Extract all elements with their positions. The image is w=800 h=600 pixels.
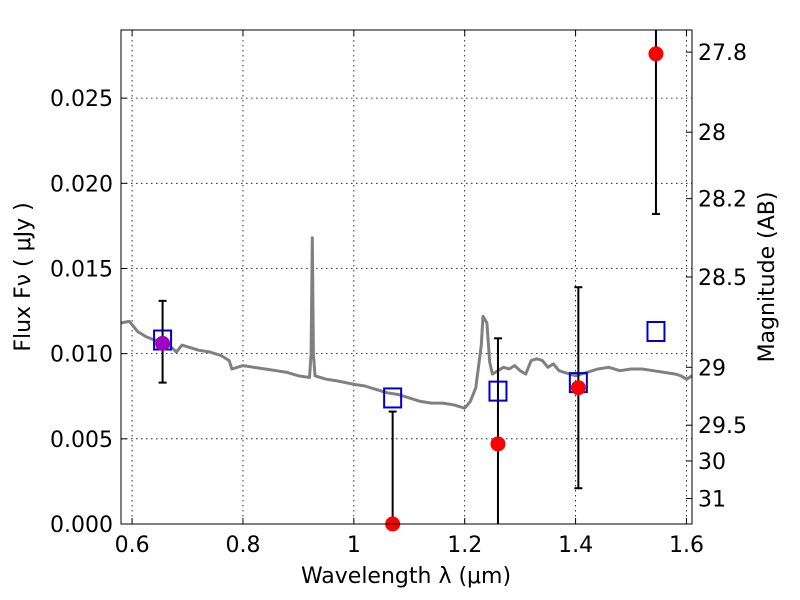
- y-axis-title: Flux Fν ( μJy ): [11, 202, 36, 351]
- y2-tick-label: 29.5: [698, 414, 747, 439]
- model-sed-line: [120, 236, 693, 410]
- model-photometry-square: [383, 387, 403, 409]
- x-tick-label: 0.6: [115, 533, 150, 558]
- observed-flux-point: [155, 335, 171, 351]
- y2-tick-label: 28.5: [698, 266, 747, 291]
- grid: [121, 30, 692, 525]
- observed-flux-point: [490, 436, 506, 452]
- y-axis-ticks: 0.000 0.005 0.010 0.015 0.020 0.025: [50, 87, 127, 538]
- y2-tick-label: 28: [698, 121, 726, 146]
- observed-flux-point: [648, 46, 664, 62]
- y2-tick-label: 30: [698, 450, 726, 475]
- data-markers: [153, 46, 666, 532]
- observed-flux-point: [570, 380, 586, 396]
- x-tick-label: 1: [347, 533, 361, 558]
- plot-frame: [120, 29, 693, 525]
- y2-tick-label: 27.8: [698, 41, 747, 66]
- model-sed-polyline: [120, 236, 693, 410]
- y-tick-label: 0.025: [50, 87, 113, 112]
- y-tick-label: 0.000: [50, 513, 113, 538]
- x-axis-ticks: 0.6 0.8 1 1.2 1.4 1.6: [115, 30, 704, 558]
- x-tick-label: 1.4: [558, 533, 593, 558]
- x-tick-label: 1.6: [669, 533, 704, 558]
- y2-axis-title: Magnitude (AB): [755, 192, 780, 363]
- y2-axis-ticks: 27.8 28 28.2 28.5 29 29.5 30 31: [686, 41, 747, 512]
- y-tick-label: 0.005: [50, 428, 113, 453]
- y-tick-label: 0.015: [50, 257, 113, 282]
- y2-tick-label: 29: [698, 356, 726, 381]
- y2-tick-label: 28.2: [698, 188, 747, 213]
- model-photometry-square: [488, 380, 508, 402]
- error-bars: [158, 30, 660, 524]
- x-tick-label: 0.8: [225, 533, 260, 558]
- x-axis-title: Wavelength λ (μm): [301, 564, 511, 589]
- model-photometry-square: [646, 321, 666, 343]
- y-tick-label: 0.010: [50, 343, 113, 368]
- x-tick-label: 1.2: [447, 533, 482, 558]
- y-tick-label: 0.020: [50, 172, 113, 197]
- y2-tick-label: 31: [698, 487, 726, 512]
